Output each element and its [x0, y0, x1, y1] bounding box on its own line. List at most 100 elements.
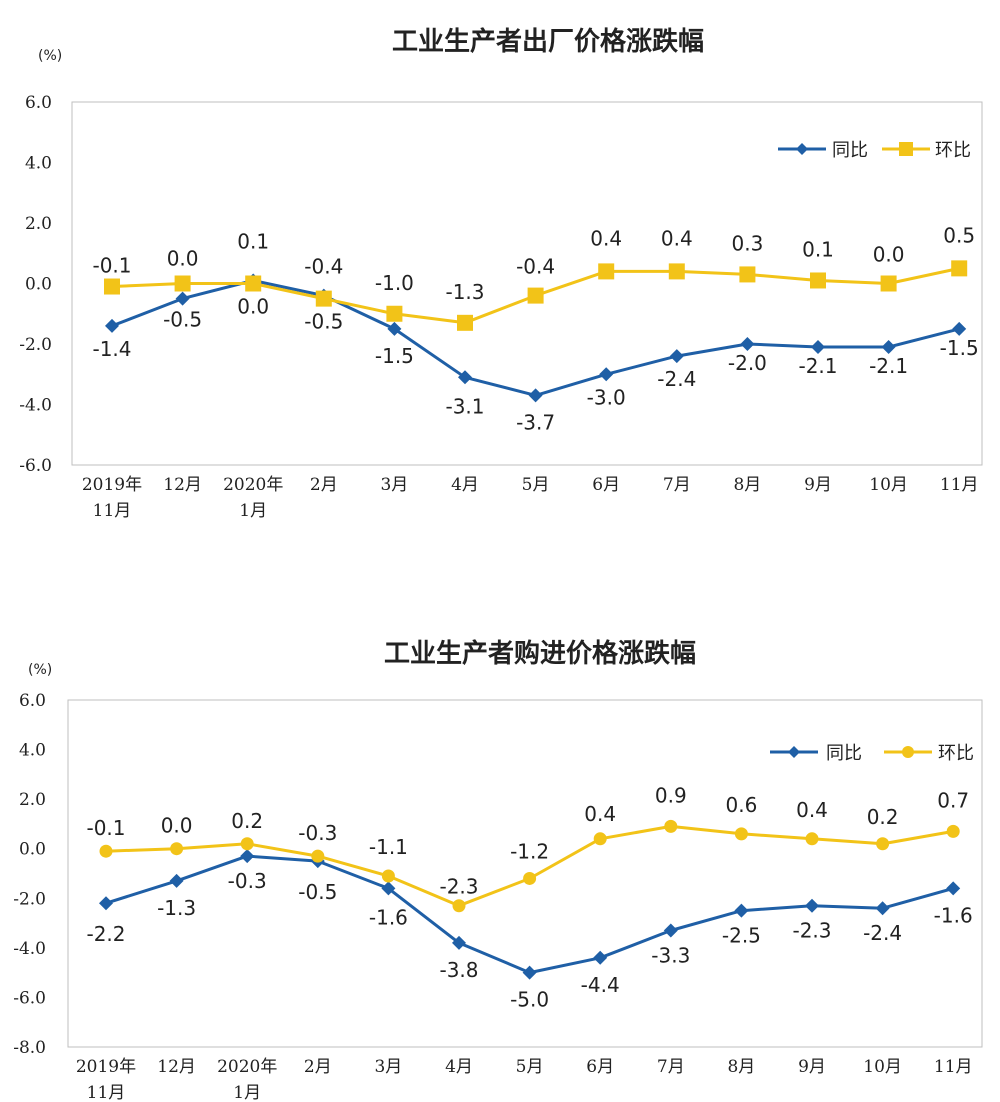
legend-marker-yoy: [788, 746, 800, 758]
data-point-yoy: [881, 340, 896, 355]
x-tick-label: 9月: [804, 475, 832, 495]
x-tick-label: 5月: [522, 475, 550, 495]
y-tick-label: 2.0: [19, 790, 46, 810]
x-tick-label: 3月: [380, 475, 408, 495]
chart-output-price: 工业生产者出厂价格涨跌幅 (%) 6.0 4.0 2.0 0.0 -2.0 -4.0 -6.…: [19, 26, 983, 521]
data-point-mom: [311, 849, 325, 863]
x-tick-label: 1月: [233, 1083, 261, 1102]
data-point-mom: [810, 272, 826, 289]
data-point-mom: [99, 844, 113, 858]
y-tick-label: -6.0: [13, 988, 46, 1008]
data-label-yoy: -2.4: [657, 367, 696, 391]
x-tick-label: 12月: [157, 1057, 196, 1077]
legend: 同比 环比: [778, 140, 971, 161]
data-label-mom: 0.9: [655, 783, 687, 807]
data-label-mom: 0.7: [937, 788, 969, 812]
data-point-mom: [381, 869, 395, 883]
data-point-mom: [245, 275, 262, 292]
legend-label-yoy: 同比: [832, 140, 868, 161]
data-label-yoy: -2.5: [722, 924, 761, 948]
x-tick-label: 6月: [586, 1057, 614, 1077]
unit-label: (%): [28, 662, 52, 678]
y-tick-label: 4.0: [25, 154, 52, 174]
data-point-yoy: [599, 367, 614, 382]
x-tick-label: 10月: [863, 1057, 902, 1077]
y-tick-label: -2.0: [13, 889, 46, 909]
data-label-yoy: -2.1: [869, 354, 908, 378]
x-tick-label: 2019年: [76, 1057, 136, 1077]
data-label-mom: -1.3: [445, 280, 484, 304]
data-point-mom: [386, 305, 403, 322]
y-tick-label: 6.0: [19, 691, 46, 711]
x-tick-label: 11月: [93, 501, 132, 521]
y-tick-label: -8.0: [13, 1038, 46, 1058]
data-point-mom: [805, 832, 819, 846]
data-point-yoy: [663, 923, 678, 938]
data-label-yoy: -1.5: [940, 336, 979, 360]
data-point-yoy: [946, 881, 961, 896]
legend: 同比 环比: [770, 743, 974, 764]
data-label-mom: 0.6: [725, 793, 757, 817]
data-point-yoy: [99, 896, 113, 911]
data-point-yoy: [175, 291, 190, 306]
unit-label: (%): [38, 48, 62, 64]
data-point-yoy: [381, 881, 396, 896]
data-point-mom: [880, 275, 897, 292]
x-axis-ticks: 2019年 11月 12月 2020年 1月 2月 3月 4月 5月 6月 7月 8月 9月 10月 11月: [76, 1057, 973, 1102]
data-label-yoy: -2.0: [728, 351, 767, 375]
y-tick-label: 0.0: [19, 840, 46, 860]
data-label-yoy: -1.6: [369, 905, 408, 929]
x-tick-label: 4月: [445, 1057, 473, 1077]
data-point-yoy: [528, 388, 543, 403]
y-axis-ticks: 6.0 4.0 2.0 0.0 -2.0 -4.0 -6.0 -8.0: [13, 691, 46, 1058]
data-point-mom: [315, 290, 332, 307]
x-tick-label: 1月: [239, 501, 267, 521]
x-tick-label: 2020年: [217, 1057, 277, 1077]
data-label-mom: -0.5: [304, 310, 343, 334]
data-label-yoy: -5.0: [510, 988, 549, 1012]
data-point-mom: [876, 837, 890, 851]
x-tick-label: 2月: [304, 1057, 332, 1077]
data-point-yoy: [740, 337, 755, 351]
data-label-yoy: -1.3: [157, 896, 196, 920]
data-label-mom: -0.1: [86, 816, 125, 840]
data-label-yoy: -0.4: [304, 255, 343, 279]
data-point-mom: [739, 266, 756, 283]
data-label-yoy: -3.8: [439, 958, 478, 982]
data-label-mom: -0.3: [298, 821, 337, 845]
data-point-mom: [734, 827, 748, 841]
data-point-yoy: [169, 873, 184, 888]
x-axis-ticks: 2019年 11月 12月 2020年 1月 2月 3月 4月 5月 6月 7月 8月 9月 10月 11月: [82, 475, 979, 521]
series-markers: [99, 819, 961, 980]
data-label-mom: 0.1: [802, 237, 834, 261]
data-point-yoy: [811, 340, 825, 355]
x-tick-label: 11月: [934, 1057, 973, 1077]
x-tick-label: 9月: [798, 1057, 826, 1077]
data-label-mom: -1.1: [369, 835, 408, 859]
data-label-mom: 0.0: [167, 247, 199, 271]
legend-marker-mom: [899, 142, 913, 156]
legend-marker-mom: [902, 746, 914, 758]
y-tick-label: 0.0: [25, 275, 52, 295]
x-tick-label: 8月: [727, 1057, 755, 1077]
data-label-yoy: -1.6: [934, 903, 973, 927]
y-tick-label: -6.0: [19, 456, 52, 476]
data-label-yoy: -4.4: [581, 973, 620, 997]
data-label-yoy: -0.5: [163, 308, 202, 332]
data-point-yoy: [952, 321, 967, 336]
y-tick-label: 4.0: [19, 741, 46, 761]
y-tick-label: 6.0: [25, 93, 52, 113]
data-label-mom: 0.2: [867, 805, 899, 829]
data-label-yoy: -0.3: [228, 869, 267, 893]
chart-purchase-price: 工业生产者购进价格涨跌幅 (%) 6.0 4.0 2.0 0.0 -2.0 -4.0 -6.…: [13, 638, 983, 1102]
data-point-yoy: [522, 965, 537, 980]
data-point-yoy: [240, 849, 255, 864]
data-point-mom: [598, 263, 615, 280]
data-label-mom: 0.4: [796, 798, 828, 822]
x-tick-label: 11月: [87, 1083, 126, 1102]
data-point-yoy: [452, 935, 466, 950]
x-tick-label: 12月: [163, 475, 202, 495]
data-label-mom: -1.0: [375, 271, 414, 295]
y-tick-label: -2.0: [19, 335, 52, 355]
data-point-yoy: [458, 370, 472, 385]
